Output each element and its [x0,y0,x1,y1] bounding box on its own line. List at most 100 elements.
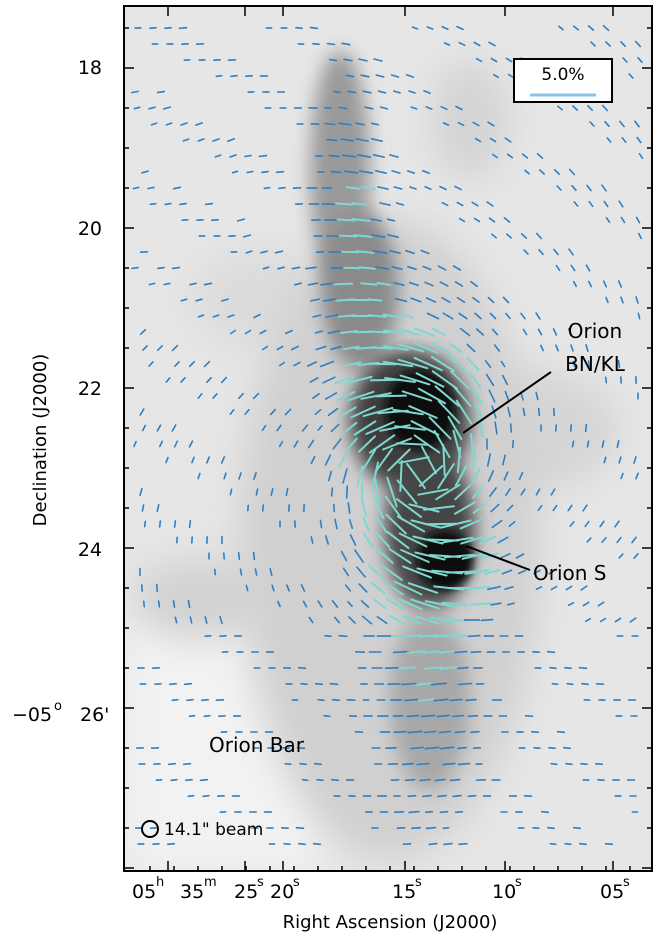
polarization-vector [425,297,437,303]
polarization-vector [368,346,394,350]
svg-text:h: h [156,875,164,890]
polarization-vector [314,408,322,416]
polarization-vector [187,794,195,798]
polarization-vector [538,169,546,175]
polarization-vector [386,476,398,508]
polarization-vector [353,420,377,436]
polarization-vector [269,567,273,577]
polarization-vector [568,168,576,176]
polarization-vector [506,153,514,159]
polarization-vector [258,154,268,158]
polarization-vector [173,520,177,528]
polarization-vector [253,313,261,319]
polarization-vector [470,602,492,606]
polarization-vector [449,778,461,782]
polarization-vector [491,328,499,336]
polarization-vector [533,569,541,575]
polarization-vector [220,376,228,384]
polarization-vector [206,456,210,464]
polarization-vector [187,599,191,609]
polarization-vector [351,218,371,222]
polarization-vector [271,584,275,592]
polarization-vector [133,440,137,448]
polarization-vector [535,312,541,320]
polarization-vector [319,360,335,368]
polarization-vector [393,580,423,596]
polarization-vector [617,280,623,288]
polarization-vector [243,234,251,238]
polarization-vector [172,600,176,608]
polarization-vector [169,682,177,686]
polarization-vector [457,666,469,670]
polarization-vector [605,296,609,304]
polarization-vector [212,138,220,142]
polarization-vector [199,778,209,782]
polarization-vector [296,746,306,750]
polarization-vector [454,483,472,501]
polarization-vector [212,314,220,318]
polarization-vector [373,58,383,62]
polarization-vector [386,218,396,222]
polarization-vector [461,552,489,560]
polarization-vector [553,248,559,256]
polarization-vector [421,794,433,798]
polarization-vector [504,137,512,143]
polarization-vector [588,200,594,208]
polarization-vector [252,551,256,561]
polarization-vector [147,186,155,190]
polarization-vector [348,616,356,624]
polarization-vector [505,312,511,320]
polarization-vector [367,314,387,318]
polarization-vector [457,682,473,686]
polarization-vector [511,439,515,449]
polarization-vector [539,344,545,352]
y-axis-title: Declination (J2000) [30,354,51,527]
polarization-vector [604,120,610,128]
polarization-vector [331,599,339,609]
polarization-vector [549,666,557,670]
annotation-orion-bnkl-line1: Orion [568,319,622,343]
polarization-vector [323,714,331,718]
polarization-vector [523,249,529,255]
polarization-vector [284,408,292,416]
polarization-vector [489,137,497,143]
polarization-vector [227,138,235,142]
polarization-vector [201,698,209,702]
polarization-vector [403,698,419,702]
polarization-vector [404,634,424,638]
polarization-vector [580,585,588,591]
polarization-vector [349,534,357,546]
polarization-vector [277,266,285,270]
polarization-vector [490,503,500,513]
polarization-vector [637,56,643,64]
polarization-vector [261,170,269,174]
polarization-vector [423,666,443,670]
polarization-vector [573,201,579,207]
polarization-vector [620,472,624,480]
polarization-vector [505,487,511,497]
polarization-vector [188,440,194,448]
polarization-vector [540,810,550,814]
polarization-vector [570,264,576,272]
polarization-vector [396,479,418,505]
polarization-vector [236,218,246,222]
polarization-vector [399,374,431,386]
polarization-vector [635,296,639,304]
polarization-vector [489,487,497,497]
polarization-vector [322,376,336,384]
polarization-vector [324,535,330,545]
polarization-vector [614,520,620,528]
polarization-vector [237,551,241,561]
polarization-vector [471,468,481,484]
polarization-vector [472,502,488,514]
polarization-vector [442,122,450,126]
polarization-vector [245,584,249,592]
polarization-vector [139,408,145,416]
polarization-vector [452,794,462,798]
polarization-vector [399,313,415,319]
polarization-vector [441,296,451,304]
polarization-vector [421,169,431,175]
polarization-vector [397,597,423,611]
polarization-vector [486,453,492,467]
polarization-vector [468,372,482,388]
